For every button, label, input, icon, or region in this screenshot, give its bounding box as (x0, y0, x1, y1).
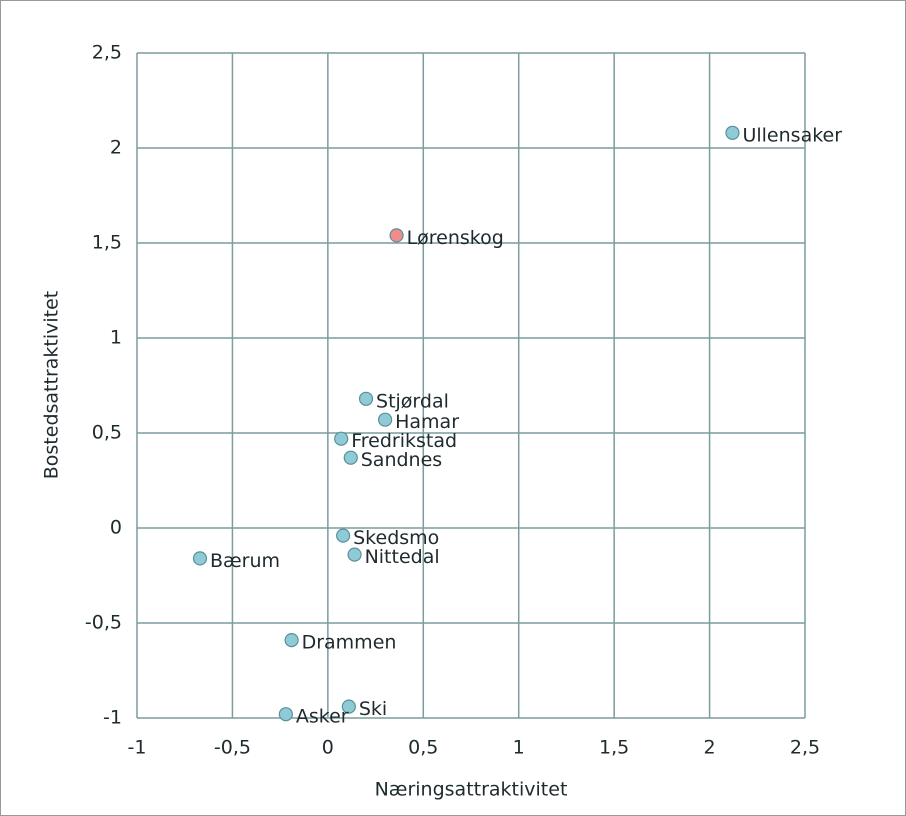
point-label: Asker (296, 706, 349, 728)
x-axis-title: Næringsattraktivitet (375, 779, 568, 801)
point (389, 228, 404, 243)
y-tick-label: 1 (110, 327, 122, 349)
point-label: Fredrikstad (351, 430, 457, 452)
point (358, 391, 374, 406)
x-tick-label: 0 (322, 737, 334, 759)
x-tick-label: 1,5 (599, 737, 629, 759)
point (725, 125, 740, 140)
point (343, 450, 358, 465)
y-tick-label: 2,5 (92, 42, 122, 64)
x-tick-label: -1 (128, 737, 147, 759)
point-label: Drammen (302, 632, 397, 654)
y-tick-label: -0,5 (85, 612, 122, 634)
x-tick-label: -0,5 (214, 737, 251, 759)
point (341, 699, 356, 714)
point (347, 547, 362, 562)
y-tick-label: 0 (110, 517, 122, 539)
point-label: Ski (359, 698, 387, 720)
x-tick-label: 2 (704, 737, 716, 759)
point-label: Hamar (395, 411, 459, 433)
x-tick-label: 0,5 (408, 737, 438, 759)
point (334, 431, 349, 446)
point (278, 707, 293, 722)
point (336, 528, 351, 543)
y-tick-label: 2 (110, 137, 122, 159)
point (192, 551, 208, 566)
point-label: Stjørdal (376, 390, 449, 412)
x-tick-label: 2,5 (790, 737, 820, 759)
point-label: Nittedal (365, 546, 440, 568)
point (378, 412, 393, 427)
point (284, 632, 299, 648)
y-tick-label: 0,5 (92, 422, 122, 444)
point-label: Sandnes (361, 449, 442, 471)
point-label: Ullensaker (742, 124, 842, 146)
point-label: Bærum (210, 550, 280, 572)
point-label: Lørenskog (407, 227, 504, 249)
x-tick-label: 1 (513, 737, 525, 759)
y-tick-label: 1,5 (92, 232, 122, 254)
y-axis-title: Bostedsattraktivitet (41, 291, 63, 480)
point-label: Skedsmo (353, 527, 439, 549)
y-tick-label: -1 (103, 707, 122, 729)
